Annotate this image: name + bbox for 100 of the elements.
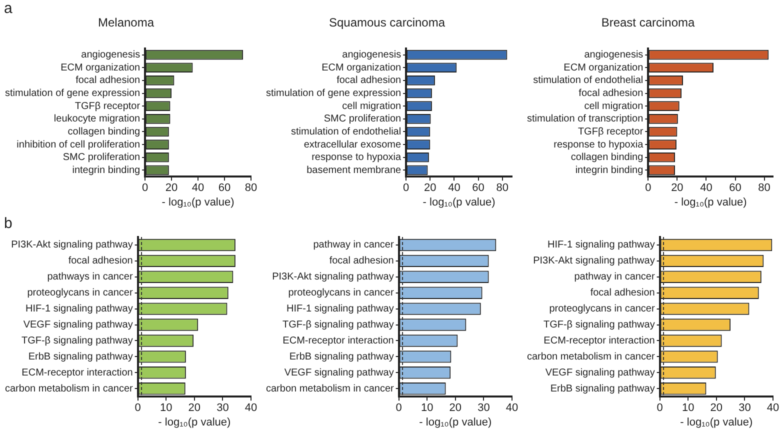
y-tick-label: TGF-β signaling pathway (282, 320, 394, 331)
y-tick-label: angiogenesis (342, 50, 402, 61)
x-tick-label: 40 (700, 182, 712, 194)
y-tick-label: PI3K-Akt signaling pathway (11, 240, 133, 251)
y-tick-label: ECM-receptor interaction (22, 367, 133, 378)
y-tick-label: stimulation of gene expression (266, 88, 402, 100)
y-tick-label: ErbB signaling pathway (289, 351, 394, 362)
y-tick-label: ECM organization (564, 62, 644, 74)
y-tick-label: ECM organization (60, 62, 140, 74)
y-tick-label: angiogenesis (584, 50, 644, 61)
y-tick-label: focal adhesion (329, 256, 394, 267)
y-tick-label: angiogenesis (81, 50, 140, 61)
y-tick-label: focal adhesion (336, 75, 402, 86)
x-tick-label: 60 (729, 182, 742, 194)
x-tick-label: 30 (738, 402, 751, 414)
x-axis-title: - log₁₀(p value) (680, 416, 753, 428)
x-tick-label: 0 (645, 182, 652, 194)
x-tick-label: 10 (160, 402, 172, 414)
y-tick-label: collagen binding (570, 152, 644, 164)
y-tick-label: basement membrane (306, 164, 402, 176)
y-tick-label: focal adhesion (76, 75, 140, 86)
y-tick-label: stimulation of transcription (526, 114, 644, 125)
text: b (4, 215, 12, 232)
y-tick-label: focal adhesion (68, 256, 133, 267)
y-tick-label: cell migration (584, 100, 644, 112)
y-tick-label: extracellular exosome (304, 139, 402, 150)
x-tick-label: 80 (758, 182, 770, 194)
x-tick-label: 40 (448, 182, 460, 194)
y-tick-label: SMC proliferation (62, 152, 140, 164)
x-tick-label: 0 (403, 182, 410, 194)
x-tick-label: 20 (449, 402, 462, 414)
x-axis-title: - log₁₀(p value) (419, 416, 492, 428)
x-tick-label: 10 (682, 402, 694, 414)
y-tick-label: focal adhesion (590, 288, 655, 299)
y-tick-label: VEGF signaling pathway (23, 320, 133, 331)
x-tick-label: 20 (188, 402, 201, 414)
y-tick-label: PI3K-Akt signaling pathway (272, 272, 394, 283)
chart-title: Melanoma (98, 16, 154, 30)
y-tick-label: cell migration (342, 100, 402, 112)
x-tick-label: 80 (244, 182, 258, 194)
y-tick-label: response to hypoxia (554, 139, 644, 150)
y-tick-label: integrin binding (72, 164, 140, 176)
y-tick-label: focal adhesion (578, 88, 644, 100)
y-tick-label: pathway in cancer (574, 272, 656, 283)
y-tick-label: proteoglycans in cancer (27, 288, 134, 299)
x-tick-label: 40 (766, 402, 780, 414)
x-tick-label: 0 (396, 402, 402, 414)
x-tick-label: 40 (506, 402, 518, 414)
x-tick-label: 20 (671, 182, 684, 194)
x-axis-title: - log₁₀(p value) (162, 196, 234, 208)
y-tick-label: stimulation of gene expression (5, 88, 140, 100)
text: a (4, 0, 12, 17)
x-axis-title: - log₁₀(p value) (422, 196, 496, 208)
y-tick-label: proteoglycans in cancer (549, 304, 656, 315)
x-tick-label: 20 (165, 182, 178, 194)
y-tick-label: carbon metabolism in cancer (266, 383, 394, 394)
y-tick-label: pathways in cancer (47, 272, 134, 283)
x-tick-label: 60 (472, 182, 484, 194)
x-axis-title: - log₁₀(p value) (674, 196, 747, 208)
y-tick-label: ErbB signaling pathway (550, 383, 655, 394)
x-tick-label: 20 (710, 402, 723, 414)
x-tick-label: 30 (478, 402, 490, 414)
y-tick-label: stimulation of endothelial (291, 126, 402, 138)
x-tick-label: 0 (134, 402, 141, 414)
y-tick-label: ECM-receptor interaction (544, 335, 655, 346)
y-tick-label: inhibition of cell proliferation (16, 139, 140, 150)
x-tick-label: 0 (656, 402, 663, 414)
x-tick-label: 30 (216, 402, 229, 414)
y-tick-label: ECM-receptor interaction (282, 335, 394, 346)
y-tick-label: VEGF signaling pathway (284, 367, 394, 378)
y-tick-label: HIF-1 signaling pathway (548, 240, 655, 251)
y-tick-label: stimulation of endothelial (533, 75, 644, 86)
y-tick-label: VEGF signaling pathway (545, 367, 655, 378)
y-tick-label: leukocyte migration (54, 114, 140, 125)
y-tick-label: HIF-1 signaling pathway (26, 304, 133, 315)
x-tick-label: 60 (218, 182, 231, 194)
y-tick-label: TGFβ receptor (578, 126, 644, 138)
x-tick-label: 80 (496, 182, 508, 194)
y-tick-label: PI3K-Akt signaling pathway (533, 256, 655, 267)
x-axis-title: - log₁₀(p value) (158, 416, 231, 428)
y-tick-label: SMC proliferation (324, 114, 402, 125)
chart-title: Breast carcinoma (601, 16, 696, 30)
y-tick-label: carbon metabolism in cancer (526, 351, 656, 362)
y-tick-label: collagen binding (68, 126, 140, 138)
y-tick-label: response to hypoxia (312, 152, 402, 164)
y-tick-label: TGFβ receptor (74, 100, 141, 112)
y-tick-label: proteoglycans in cancer (288, 288, 394, 299)
y-tick-label: TGF-β signaling pathway (543, 320, 655, 331)
chart-title: Squamous carcinoma (328, 16, 446, 30)
x-tick-label: 40 (192, 182, 204, 194)
y-tick-label: ECM organization (322, 62, 402, 74)
y-tick-label: pathway in cancer (313, 240, 394, 251)
x-tick-label: 10 (421, 402, 434, 414)
y-tick-label: TGF-β signaling pathway (21, 335, 133, 346)
y-tick-label: HIF-1 signaling pathway (286, 304, 394, 315)
x-tick-label: 40 (244, 402, 258, 414)
y-tick-label: ErbB signaling pathway (28, 351, 133, 362)
x-tick-label: 20 (424, 182, 436, 194)
y-tick-label: integrin binding (575, 164, 644, 176)
y-tick-label: carbon metabolism in cancer (4, 383, 134, 394)
